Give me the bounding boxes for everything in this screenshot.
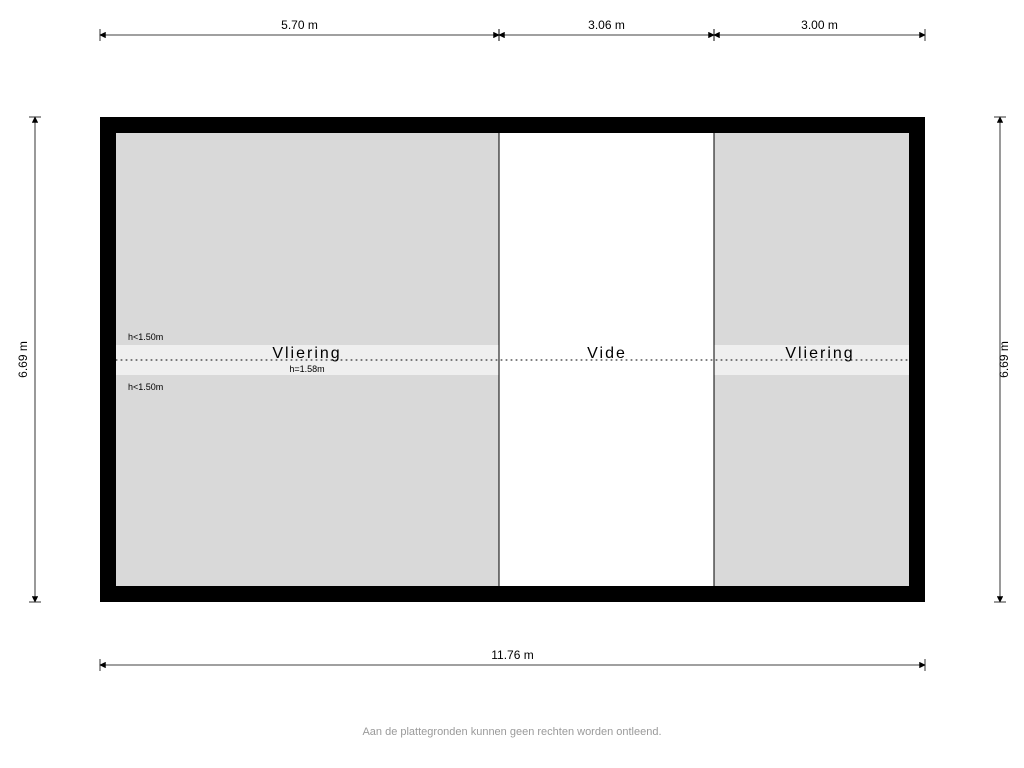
height-note-lower: h<1.50m [128, 382, 163, 392]
floorplan-svg: Vliering Vide Vliering h=1.58m h<1.50m h<1.50… [0, 0, 1024, 768]
dim-v: 6.69 m [16, 117, 41, 602]
dim-label: 6.69 m [16, 341, 30, 378]
dim-h: 3.00 m [714, 18, 925, 41]
dim-h: 11.76 m [100, 648, 925, 671]
dim-label: 3.00 m [801, 18, 838, 32]
dim-label: 6.69 m [997, 341, 1011, 378]
dim-v: 6.69 m [994, 117, 1011, 602]
dim-label: 11.76 m [491, 648, 533, 662]
room-label-2: Vliering [785, 345, 854, 362]
height-note-upper: h<1.50m [128, 332, 163, 342]
dim-label: 5.70 m [281, 18, 318, 32]
height-note-center: h=1.58m [289, 364, 324, 374]
dim-h: 5.70 m [100, 18, 499, 41]
room-label-0: Vliering [272, 345, 341, 362]
room-label-1: Vide [587, 345, 627, 362]
dim-label: 3.06 m [588, 18, 625, 32]
dim-h: 3.06 m [499, 18, 714, 41]
plan-area: Vliering Vide Vliering h=1.58m h<1.50m h<1.50… [100, 117, 925, 602]
disclaimer-text: Aan de plattegronden kunnen geen rechten… [362, 726, 661, 738]
